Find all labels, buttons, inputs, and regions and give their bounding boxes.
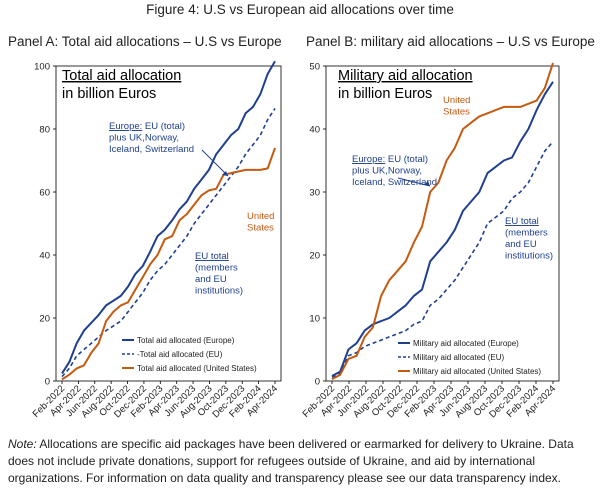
panel-a-legend-label: Total aid allocated (Europe) xyxy=(137,336,235,345)
panel-a-annotation-arrowhead xyxy=(222,171,228,176)
panel-b-series-line xyxy=(331,141,554,378)
panel-a-ytick-label: 100 xyxy=(34,62,50,73)
panel-a-annotation-text: and EU xyxy=(195,274,227,285)
panel-a-inner-title: Total aid allocation xyxy=(62,68,181,84)
panel-b-legend-label: Military aid allocated (United States) xyxy=(413,367,541,376)
charts-canvas: 020406080100Feb-2022Apr-2022Jun-2022Aug-… xyxy=(31,60,560,420)
panel-b-series-line xyxy=(331,81,554,377)
panel-b-inner-subtitle: in billion Euros xyxy=(338,86,432,102)
panel-b-annotation-text: Europe: EU (total) xyxy=(352,154,428,165)
panel-a-annotation-keyword: Europe: xyxy=(109,121,142,132)
panel-b-ytick-label: 40 xyxy=(309,125,320,136)
figure-title: Figure 4: U.S vs European aid allocation… xyxy=(146,2,454,17)
panel-a-annotation-text: States xyxy=(247,223,274,234)
panel-a-series-line xyxy=(61,60,276,374)
panel-a-ytick-label: 60 xyxy=(39,188,50,199)
panel-b-frame xyxy=(325,65,560,382)
panel-a-ytick-label: 20 xyxy=(39,314,50,325)
panel-a-series-line xyxy=(61,108,276,378)
panel-a-legend-label: Total aid allocated (United States) xyxy=(137,364,257,373)
panel-a-chart: 020406080100Feb-2022Apr-2022Jun-2022Aug-… xyxy=(31,60,282,420)
panel-a-annotation-text: (members xyxy=(195,263,238,274)
panel-b-annotation-text: and EU xyxy=(505,239,537,250)
panel-a-inner-subtitle: in billion Euros xyxy=(62,86,156,102)
panel-b-ytick-label: 0 xyxy=(315,377,320,388)
panel-a-annotation-text: institutions) xyxy=(195,286,243,297)
panel-b-annotation-text: institutions) xyxy=(505,251,553,262)
panel-b-annotation-rest: EU (total) xyxy=(385,154,428,165)
panel-b-annotation-text: plus UK,Norway, xyxy=(352,166,422,177)
panel-a-legend-label: -Total aid allocated (EU) xyxy=(137,350,223,359)
panel-a-annotation-text: Iceland, Switzerland xyxy=(109,144,194,155)
panel-a-annotation-text: EU total xyxy=(195,251,229,262)
panel-b-annotation-text: States xyxy=(443,107,470,118)
panel-a-annotation-text: plus UK,Norway, xyxy=(109,133,179,144)
panel-b-series-line xyxy=(331,62,554,380)
panel-a-ytick-label: 80 xyxy=(39,125,50,136)
panel-b-annotation-text: Iceland, Switzerland xyxy=(352,177,437,188)
panel-b-legend-label: Military aid allocated (Europe) xyxy=(413,339,519,348)
panel-b-annotation-text: (members xyxy=(505,228,548,239)
panel-a-ytick-label: 0 xyxy=(45,377,50,388)
panel-b-ytick-label: 20 xyxy=(309,251,320,262)
panel-b-inner-title: Military aid allocation xyxy=(338,68,473,84)
panel-a-series-line xyxy=(61,147,276,381)
panel-a-frame xyxy=(55,65,282,382)
panel-b-legend-label: Military aid allocated (EU) xyxy=(413,353,504,362)
note-label: Note: xyxy=(8,437,37,451)
panel-b-title: Panel B: military aid allocations – U.S … xyxy=(306,34,595,49)
panel-b-annotation-arrowhead xyxy=(424,181,430,186)
panel-b-annotation-keyword: Europe: xyxy=(352,154,385,165)
panel-b-annotation-text: United xyxy=(443,95,470,106)
panel-a-annotation-arrow xyxy=(201,149,229,177)
panel-b-ytick-label: 30 xyxy=(309,188,320,199)
panel-a-title: Panel A: Total aid allocations – U.S vs … xyxy=(8,34,282,49)
panel-b-annotation-text: EU total xyxy=(505,216,539,227)
panel-a-annotation-rest: EU (total) xyxy=(142,121,185,132)
note-text: Allocations are specific aid packages ha… xyxy=(8,437,574,485)
panel-b-ytick-label: 10 xyxy=(309,314,320,325)
footnote: Note: Allocations are specific aid packa… xyxy=(8,436,596,487)
panel-b-ytick-label: 50 xyxy=(309,62,320,73)
panel-a-annotation-text: Europe: EU (total) xyxy=(109,121,185,132)
panel-a-ytick-label: 40 xyxy=(39,251,50,262)
panel-a-annotation-text: United xyxy=(247,211,274,222)
panel-b-chart: 01020304050Feb-2022Apr-2022Jun-2022Aug-2… xyxy=(301,62,560,420)
